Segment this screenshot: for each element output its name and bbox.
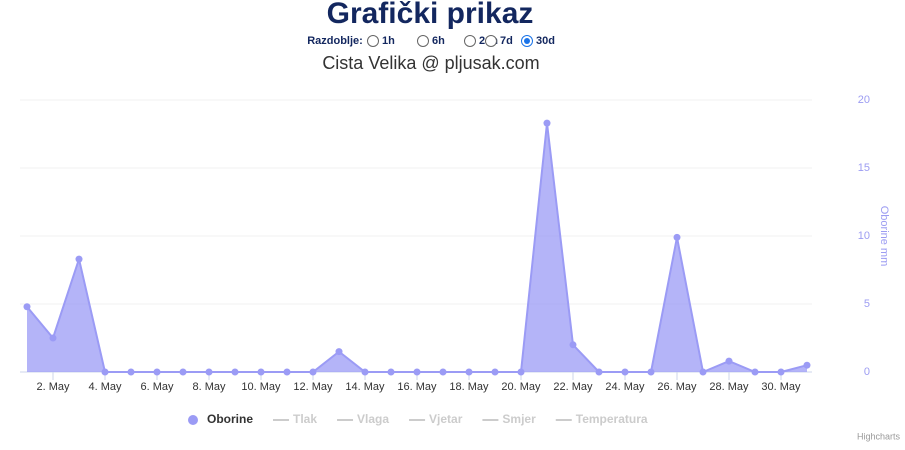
radio-label[interactable]: 30d — [536, 35, 555, 47]
data-point — [101, 368, 109, 376]
data-point — [777, 368, 785, 376]
x-tick-label: 16. May — [397, 381, 437, 393]
data-point — [153, 368, 161, 376]
legend-item[interactable]: Smjer — [502, 412, 536, 426]
page-title: Grafički prikaz — [327, 0, 534, 30]
radio-label[interactable]: 6h — [432, 35, 445, 47]
x-tick-label: 10. May — [241, 381, 281, 393]
data-point — [283, 368, 291, 376]
legend-symbol[interactable] — [188, 415, 198, 425]
radio-dot[interactable] — [524, 38, 530, 44]
x-tick-label: 20. May — [501, 381, 541, 393]
data-point — [205, 368, 213, 376]
data-point — [439, 368, 447, 376]
data-point — [465, 368, 473, 376]
radio-button[interactable] — [417, 35, 429, 47]
period-label: Razdoblje: — [307, 35, 363, 47]
x-tick-label: 28. May — [709, 381, 749, 393]
data-point — [491, 368, 499, 376]
data-point — [569, 341, 577, 349]
radio-button[interactable] — [367, 35, 379, 47]
legend-item[interactable]: Tlak — [293, 412, 317, 426]
data-point — [725, 357, 733, 365]
data-point — [751, 368, 759, 376]
y-axis-label: Oborine mm — [878, 206, 890, 267]
x-tick-label: 8. May — [192, 381, 226, 393]
data-point — [543, 119, 551, 127]
radio-button[interactable] — [464, 35, 476, 47]
x-tick-label: 6. May — [140, 381, 174, 393]
area-fill — [27, 123, 807, 373]
data-point — [387, 368, 395, 376]
x-tick-label: 2. May — [36, 381, 70, 393]
data-point — [647, 368, 655, 376]
x-tick-label: 18. May — [449, 381, 489, 393]
legend-item[interactable]: Vlaga — [357, 412, 389, 426]
data-point — [803, 361, 811, 369]
legend-item[interactable]: Oborine — [207, 412, 253, 426]
radio-button[interactable] — [485, 35, 497, 47]
x-tick-label: 12. May — [293, 381, 333, 393]
x-tick-label: 26. May — [657, 381, 697, 393]
y-tick-label: 15 — [858, 162, 870, 174]
data-point — [413, 368, 421, 376]
data-point — [49, 334, 57, 342]
x-tick-label: 30. May — [761, 381, 801, 393]
data-point — [595, 368, 603, 376]
x-tick-label: 14. May — [345, 381, 385, 393]
data-point — [699, 368, 707, 376]
chart-title: Cista Velika @ pljusak.com — [322, 53, 539, 73]
data-point — [231, 368, 239, 376]
x-tick-label: 24. May — [605, 381, 645, 393]
radio-label[interactable]: 7d — [500, 35, 513, 47]
data-point — [127, 368, 135, 376]
data-point — [361, 368, 369, 376]
y-tick-label: 20 — [858, 94, 870, 106]
legend-item[interactable]: Vjetar — [429, 412, 463, 426]
x-tick-label: 22. May — [553, 381, 593, 393]
x-tick-label: 4. May — [88, 381, 122, 393]
data-point — [335, 348, 343, 356]
data-point — [23, 303, 31, 311]
credit: Highcharts — [857, 431, 901, 441]
data-point — [75, 255, 83, 263]
data-point — [309, 368, 317, 376]
data-point — [673, 233, 681, 241]
data-point — [179, 368, 187, 376]
data-point — [257, 368, 265, 376]
legend-item[interactable]: Temperatura — [576, 412, 648, 426]
data-point — [517, 368, 525, 376]
y-tick-label: 0 — [864, 366, 870, 378]
radio-label[interactable]: 1h — [382, 35, 395, 47]
y-tick-label: 5 — [864, 298, 870, 310]
data-point — [621, 368, 629, 376]
y-tick-label: 10 — [858, 230, 870, 242]
